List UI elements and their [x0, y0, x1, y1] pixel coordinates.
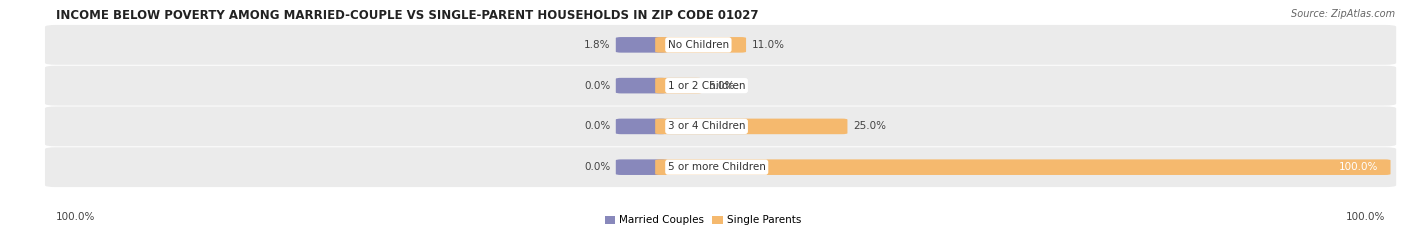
- Text: 100.0%: 100.0%: [56, 212, 96, 222]
- Text: 100.0%: 100.0%: [1339, 162, 1378, 172]
- Text: Source: ZipAtlas.com: Source: ZipAtlas.com: [1291, 9, 1395, 19]
- FancyBboxPatch shape: [616, 37, 666, 53]
- FancyBboxPatch shape: [655, 119, 848, 134]
- Text: 0.0%: 0.0%: [583, 81, 610, 91]
- FancyBboxPatch shape: [616, 119, 666, 134]
- Text: 1 or 2 Children: 1 or 2 Children: [668, 81, 745, 91]
- Text: 1.8%: 1.8%: [583, 40, 610, 50]
- Legend: Married Couples, Single Parents: Married Couples, Single Parents: [605, 216, 801, 226]
- Text: INCOME BELOW POVERTY AMONG MARRIED-COUPLE VS SINGLE-PARENT HOUSEHOLDS IN ZIP COD: INCOME BELOW POVERTY AMONG MARRIED-COUPL…: [56, 9, 759, 22]
- Text: 3 or 4 Children: 3 or 4 Children: [668, 121, 745, 131]
- FancyBboxPatch shape: [45, 147, 1396, 187]
- FancyBboxPatch shape: [45, 106, 1396, 146]
- FancyBboxPatch shape: [655, 78, 703, 93]
- FancyBboxPatch shape: [45, 25, 1396, 65]
- Text: 11.0%: 11.0%: [752, 40, 785, 50]
- FancyBboxPatch shape: [616, 159, 666, 175]
- Text: 0.0%: 0.0%: [583, 162, 610, 172]
- FancyBboxPatch shape: [655, 37, 747, 53]
- Text: 5 or more Children: 5 or more Children: [668, 162, 766, 172]
- Text: No Children: No Children: [668, 40, 728, 50]
- Text: 100.0%: 100.0%: [1346, 212, 1385, 222]
- FancyBboxPatch shape: [616, 78, 666, 93]
- FancyBboxPatch shape: [655, 159, 1391, 175]
- Text: 25.0%: 25.0%: [853, 121, 886, 131]
- Text: 0.0%: 0.0%: [583, 121, 610, 131]
- FancyBboxPatch shape: [45, 66, 1396, 106]
- Text: 5.0%: 5.0%: [709, 81, 734, 91]
